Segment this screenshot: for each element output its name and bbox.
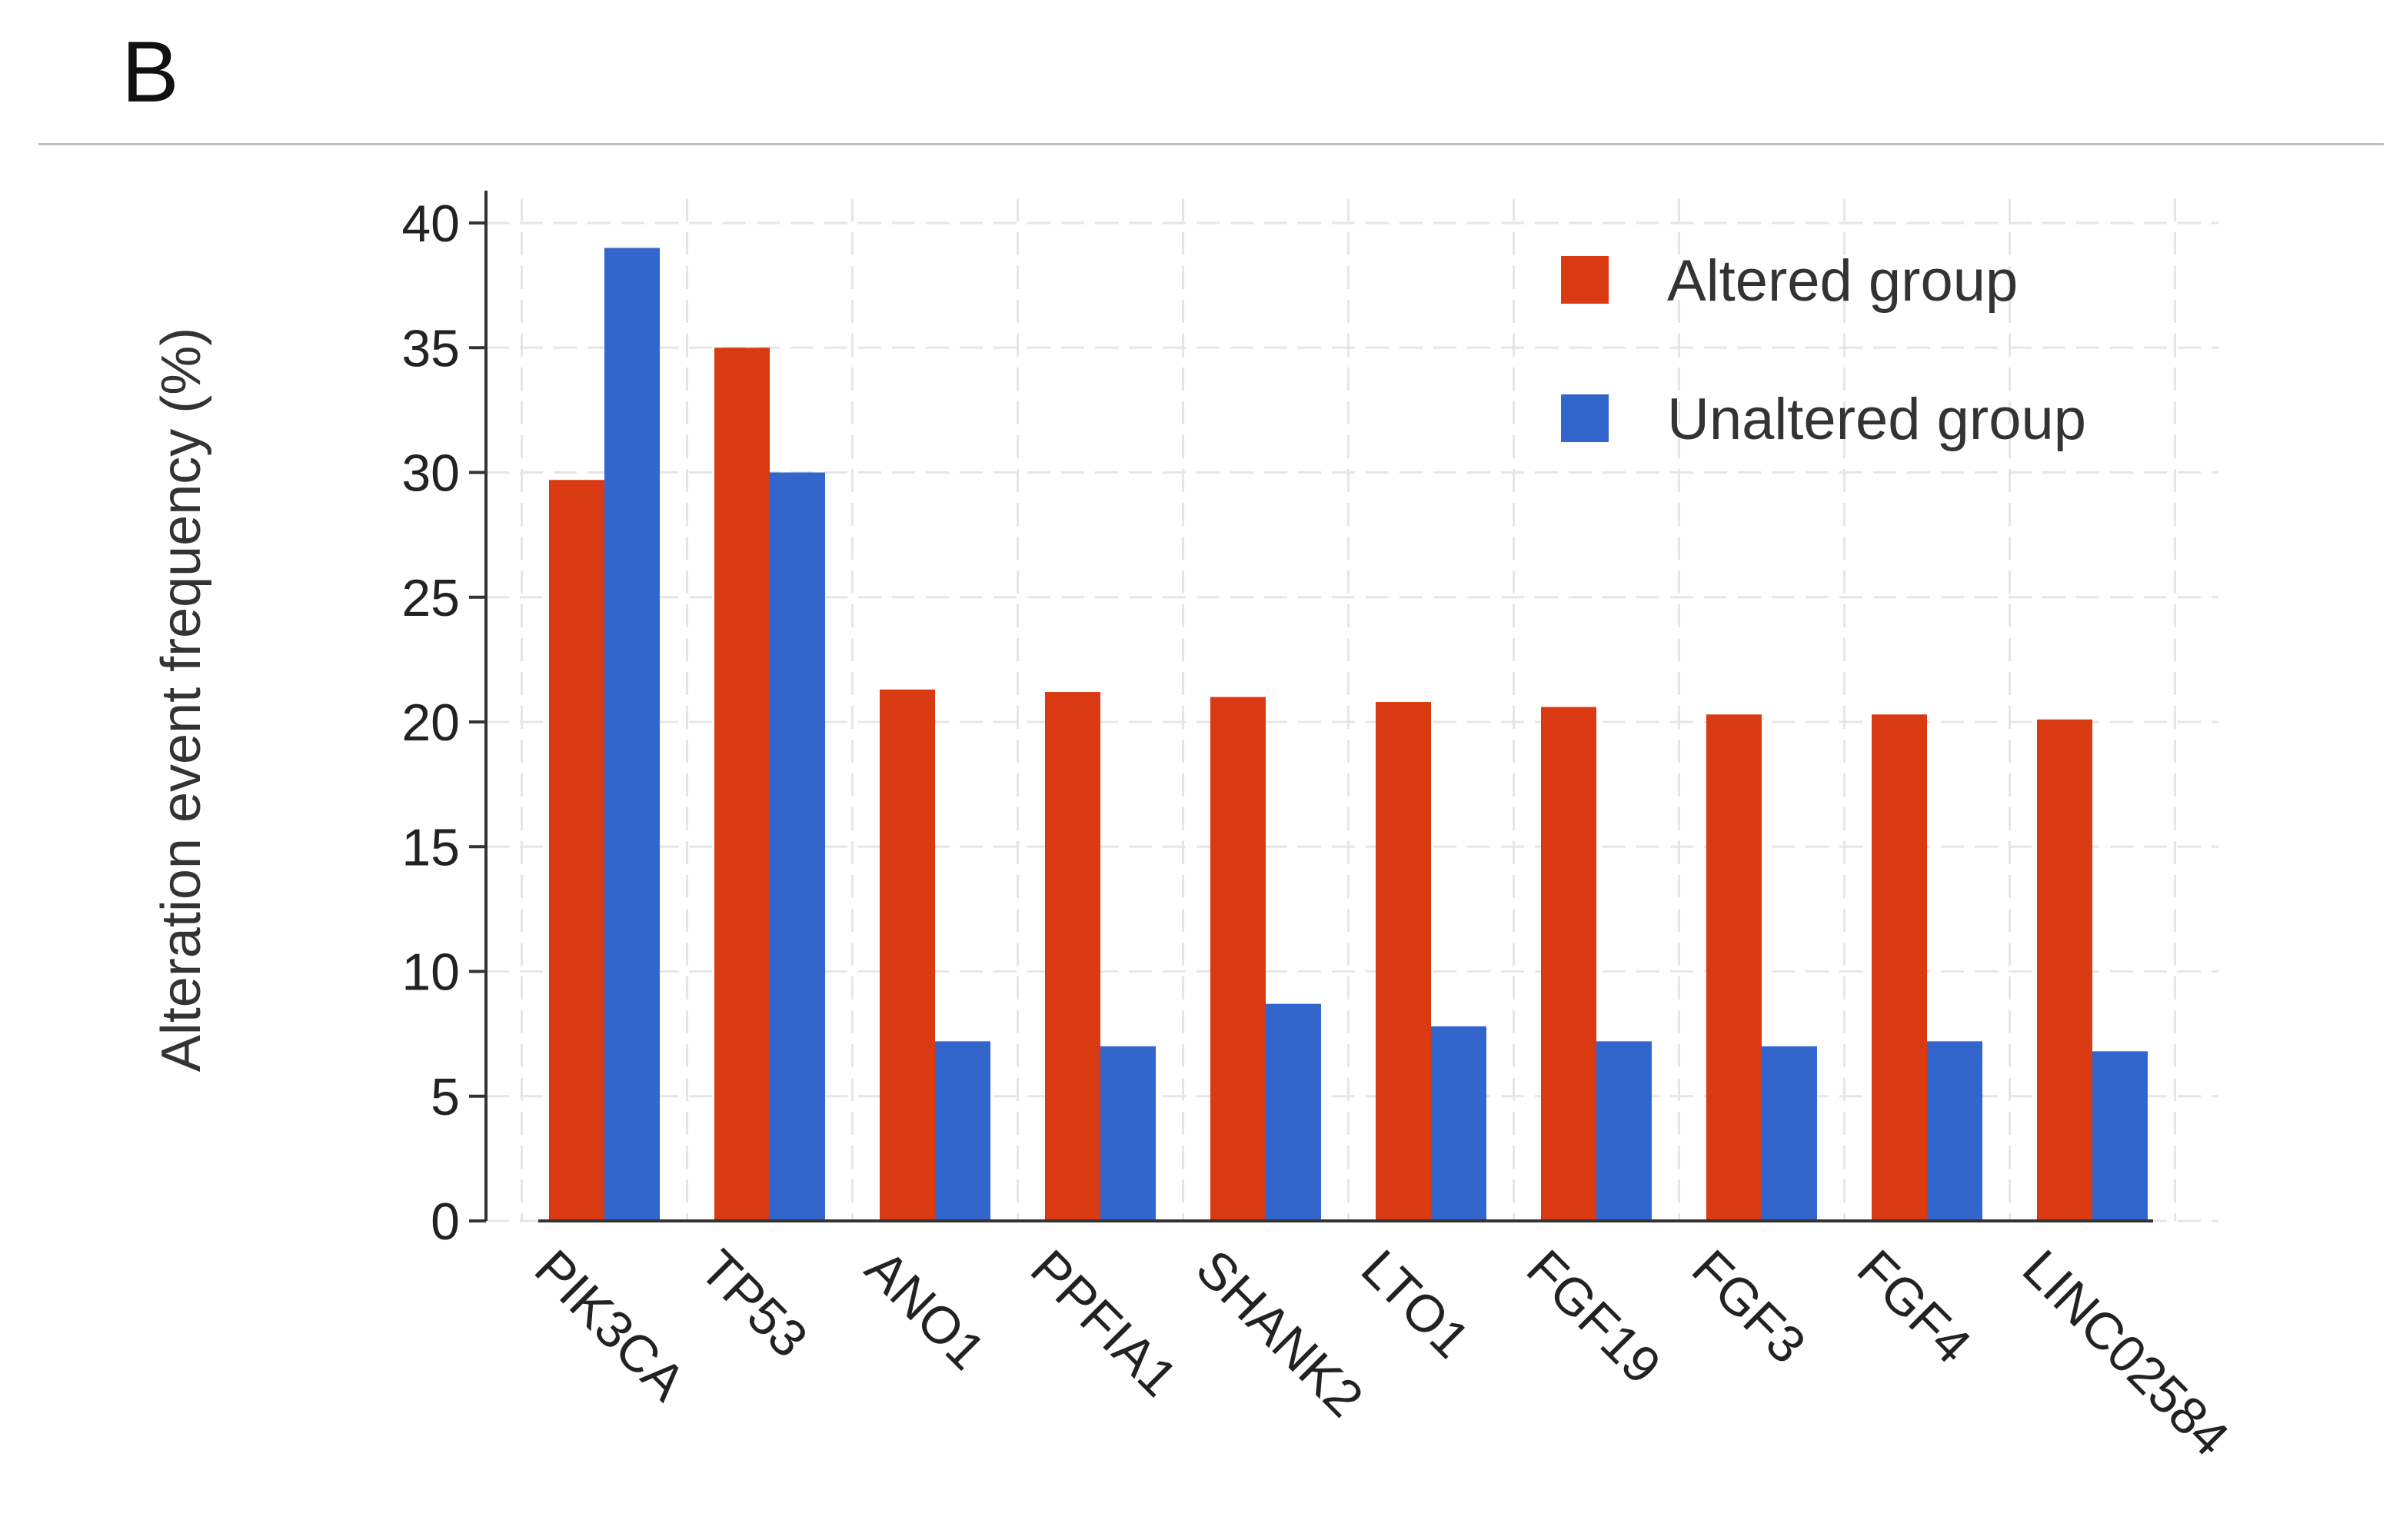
bar-unaltered-pik3ca [604, 248, 660, 1222]
bar-unaltered-shank2 [1266, 1003, 1321, 1221]
bar-altered-ano1 [880, 689, 935, 1221]
bar-altered-fgf19 [1541, 707, 1596, 1221]
bar-altered-linc02584 [2037, 719, 2092, 1221]
x-tick-label: PPFIA1 [1020, 1239, 1188, 1407]
bar-unaltered-fgf3 [1762, 1046, 1817, 1221]
y-tick-label: 35 [401, 319, 460, 378]
bar-altered-shank2 [1210, 697, 1266, 1221]
bar-unaltered-fgf19 [1596, 1041, 1652, 1221]
y-tick-label: 10 [401, 943, 460, 1002]
axes [469, 191, 2153, 1222]
x-tick-label: TP53 [689, 1239, 819, 1369]
bar-unaltered-tp53 [770, 472, 825, 1221]
y-axis-title: Alteration event frequency (%) [151, 328, 212, 1072]
x-tick-label: ANO1 [854, 1239, 997, 1381]
legend-label-altered: Altered group [1667, 248, 2018, 314]
x-tick-label: PIK3CA [524, 1239, 697, 1412]
legend: Altered group Unaltered group [1561, 248, 2086, 452]
y-tick-label: 15 [401, 818, 460, 876]
legend-swatch-altered [1561, 256, 1609, 304]
x-tick-label: FGF3 [1681, 1239, 1817, 1375]
x-tick-label: SHANK2 [1185, 1239, 1374, 1428]
x-tick-label: FGF19 [1516, 1239, 1672, 1395]
bar-altered-tp53 [714, 348, 770, 1221]
bar-unaltered-lto1 [1431, 1026, 1486, 1221]
bar-unaltered-linc02584 [2092, 1051, 2148, 1221]
panel-label: B [121, 24, 179, 120]
x-tick-label: LINC02584 [2012, 1239, 2240, 1467]
y-tick-label: 20 [401, 693, 460, 752]
bar-altered-fgf3 [1706, 714, 1762, 1221]
divider [38, 143, 2384, 145]
y-tick-label: 30 [401, 444, 460, 503]
bar-altered-lto1 [1376, 702, 1431, 1221]
bar-altered-ppfia1 [1045, 692, 1100, 1221]
y-tick-label: 40 [401, 195, 460, 253]
bars [549, 248, 2148, 1222]
bar-altered-fgf4 [1872, 714, 1927, 1221]
legend-label-unaltered: Unaltered group [1667, 387, 2086, 452]
bar-unaltered-ppfia1 [1100, 1046, 1156, 1221]
y-tick-label: 25 [401, 569, 460, 627]
bar-unaltered-ano1 [935, 1041, 990, 1221]
x-tick-label: FGF4 [1846, 1239, 1982, 1375]
y-tick-label: 5 [431, 1068, 460, 1126]
bar-altered-pik3ca [549, 480, 604, 1221]
legend-swatch-unaltered [1561, 394, 1609, 442]
x-tick-label: LTO1 [1350, 1239, 1481, 1369]
bar-unaltered-fgf4 [1927, 1041, 1982, 1221]
y-tick-label: 0 [431, 1192, 460, 1251]
